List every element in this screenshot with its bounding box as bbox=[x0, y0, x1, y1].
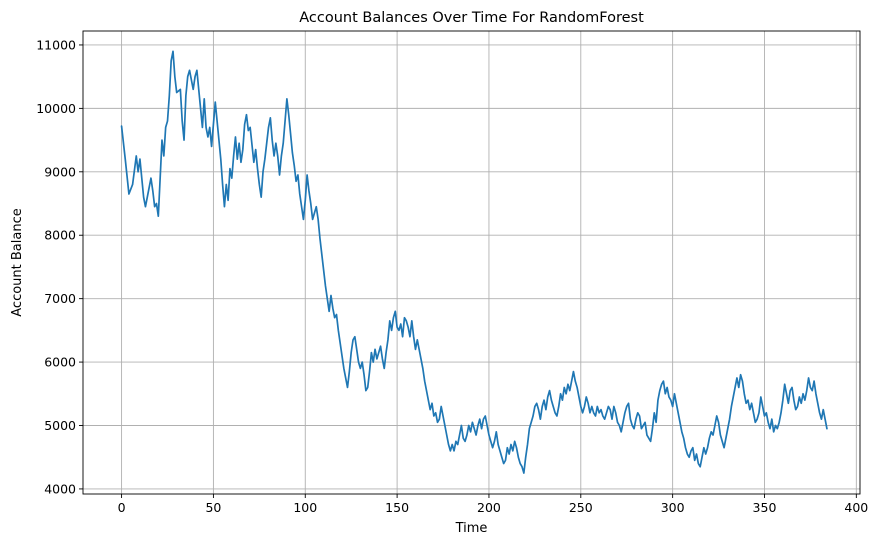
x-tick-label: 350 bbox=[753, 500, 777, 515]
y-axis-label: Account Balance bbox=[10, 208, 25, 316]
series-line bbox=[120, 50, 828, 474]
plot-frame bbox=[82, 30, 861, 495]
x-tick-label: 400 bbox=[844, 500, 868, 515]
x-axis-label: Time bbox=[455, 521, 488, 536]
y-tick-label: 5000 bbox=[44, 418, 76, 433]
chart-title: Account Balances Over Time For RandomFor… bbox=[299, 10, 644, 26]
y-tick-label: 7000 bbox=[44, 291, 76, 306]
x-tick-label: 50 bbox=[205, 500, 221, 515]
grid bbox=[83, 31, 860, 494]
x-tick-label: 200 bbox=[477, 500, 501, 515]
y-tick-label: 10000 bbox=[36, 101, 76, 116]
y-tick-label: 4000 bbox=[44, 481, 76, 496]
y-tick-label: 9000 bbox=[44, 164, 76, 179]
x-tick-label: 300 bbox=[661, 500, 685, 515]
series-layer bbox=[120, 50, 828, 474]
x-tick-label: 250 bbox=[569, 500, 593, 515]
y-tick-label: 11000 bbox=[36, 37, 76, 52]
y-tick-label: 6000 bbox=[44, 355, 76, 370]
x-tick-label: 100 bbox=[293, 500, 317, 515]
x-tick-label: 150 bbox=[385, 500, 409, 515]
tick-layer: 0 50 100 150 200 250 300 350 400 4000 5000 6000 7000… bbox=[36, 37, 868, 515]
x-tick-label: 0 bbox=[118, 500, 126, 515]
y-tick-label: 8000 bbox=[44, 228, 76, 243]
